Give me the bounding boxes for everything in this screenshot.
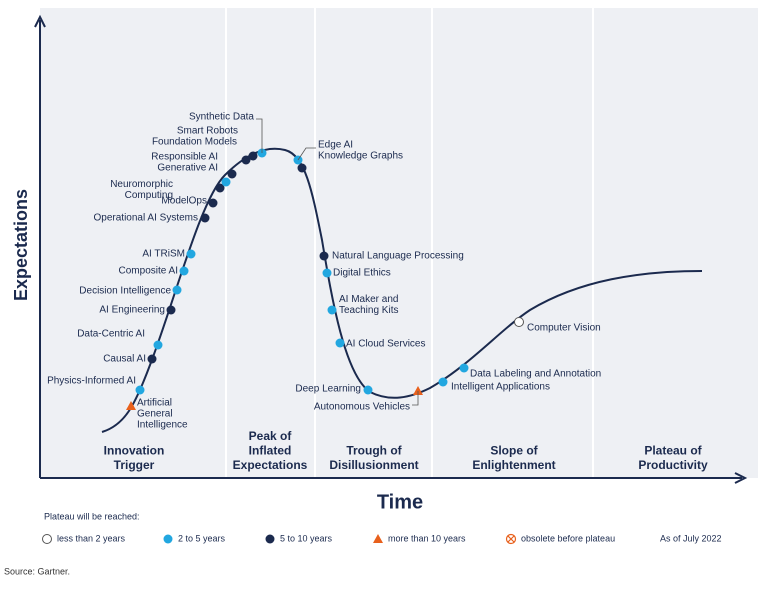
point-label: Deep Learning <box>295 384 361 395</box>
phase-label: Peak of <box>249 429 293 443</box>
y-axis-title: Expectations <box>11 189 31 301</box>
point-label: Synthetic Data <box>189 112 254 123</box>
point-label: Physics-Informed AI <box>47 376 136 387</box>
marker <box>322 268 332 278</box>
legend-label: 2 to 5 years <box>178 533 226 543</box>
marker <box>126 401 136 410</box>
point-label: Autonomous Vehicles <box>314 402 410 413</box>
marker <box>153 340 163 350</box>
phase-label: Disillusionment <box>329 458 418 472</box>
point-label: AI TRiSM <box>142 249 185 260</box>
point-label: Responsible AI <box>151 152 218 163</box>
axes <box>34 14 748 484</box>
phase-label: Trigger <box>114 458 155 472</box>
source: Source: Gartner. <box>4 566 70 576</box>
point-label: Digital Ethics <box>333 268 391 279</box>
point-label: Smart Robots <box>177 126 238 137</box>
point-label: Computing <box>125 190 173 201</box>
point-label: AI Maker and <box>339 294 398 305</box>
point-label: Computer Vision <box>527 323 601 334</box>
legend-label: 5 to 10 years <box>280 533 333 543</box>
legend-label: less than 2 years <box>57 533 126 543</box>
point-label: Causal AI <box>103 354 146 365</box>
marker <box>507 535 515 543</box>
marker <box>227 169 237 179</box>
marker <box>221 177 231 187</box>
marker <box>179 266 189 276</box>
legend-label: more than 10 years <box>388 533 466 543</box>
point-label: General <box>137 409 173 420</box>
marker <box>413 386 423 395</box>
marker <box>265 534 275 544</box>
marker <box>514 317 524 327</box>
legend-title: Plateau will be reached: <box>44 511 140 521</box>
point-label: Composite AI <box>119 266 178 277</box>
marker <box>363 385 373 395</box>
point-label: Generative AI <box>157 163 218 174</box>
phase-label: Enlightenment <box>472 458 555 472</box>
marker <box>327 305 337 315</box>
point-label: Foundation Models <box>152 137 237 148</box>
leader <box>256 118 419 406</box>
phase-label: Expectations <box>233 458 308 472</box>
phase-label: Innovation <box>104 444 165 458</box>
point-label: Data Labeling and Annotation <box>470 369 601 380</box>
marker <box>172 285 182 295</box>
phase-dividers <box>225 8 594 478</box>
point-label: Operational AI Systems <box>94 213 199 224</box>
phase-label: Productivity <box>638 458 708 472</box>
point-label: Intelligent Applications <box>451 382 550 393</box>
point-label: Knowledge Graphs <box>318 151 403 162</box>
point-label: Data-Centric AI <box>77 329 145 340</box>
marker <box>297 163 307 173</box>
marker <box>335 338 345 348</box>
point-label: Teaching Kits <box>339 305 398 316</box>
marker <box>42 534 52 544</box>
marker <box>147 354 157 364</box>
marker <box>248 151 258 161</box>
marker <box>319 251 329 261</box>
marker <box>135 385 145 395</box>
point-label: ModelOps <box>161 196 207 207</box>
marker <box>200 213 210 223</box>
point-label: Artificial <box>137 398 172 409</box>
phase-label: Plateau of <box>644 444 702 458</box>
x-axis-title: Time <box>377 491 423 513</box>
marker <box>373 534 383 543</box>
point-label: Edge AI <box>318 140 353 151</box>
point-label: Natural Language Processing <box>332 251 464 262</box>
marker <box>163 534 173 544</box>
marker <box>241 155 251 165</box>
point-label: Intelligence <box>137 420 188 431</box>
legend-label: obsolete before plateau <box>521 533 615 543</box>
marker <box>215 183 225 193</box>
point-label: Decision Intelligence <box>79 286 171 297</box>
marker <box>208 198 218 208</box>
marker <box>186 249 196 259</box>
phase-label: Trough of <box>346 444 402 458</box>
marker <box>459 363 469 373</box>
point-label: AI Engineering <box>99 305 165 316</box>
marker <box>166 305 176 315</box>
phase-label: Inflated <box>249 444 292 458</box>
plot-background <box>40 8 758 478</box>
marker <box>438 377 448 387</box>
phase-label: Slope of <box>490 444 538 458</box>
point-label: AI Cloud Services <box>346 339 425 350</box>
as-of: As of July 2022 <box>660 533 722 543</box>
point-label: Neuromorphic <box>110 179 173 190</box>
